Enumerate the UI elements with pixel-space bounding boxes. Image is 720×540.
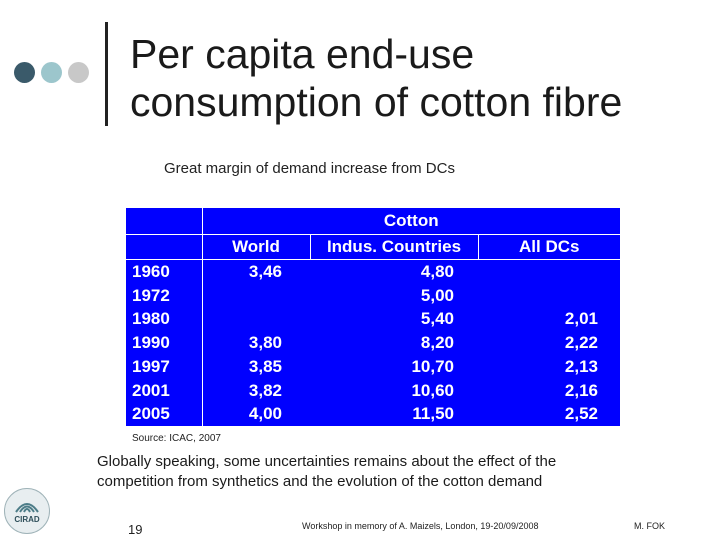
indus-cell: 10,70 [411, 356, 454, 376]
slide-title: Per capita end-use consumption of cotton… [130, 30, 710, 126]
indus-cell: 8,20 [420, 333, 454, 353]
year-cell: 1980 [126, 307, 203, 332]
cirad-mark-icon [15, 503, 39, 513]
logo-text: CIRAD [14, 515, 40, 524]
table-corner-cell [126, 208, 203, 235]
title-divider [105, 22, 108, 126]
year-cell: 1972 [126, 283, 203, 308]
footer-text: Workshop in memory of A. Maizels, London… [302, 521, 539, 531]
dark-dot-icon [14, 62, 35, 83]
world-cell: 4,00 [248, 404, 282, 424]
dcs-cell: 2,16 [564, 380, 598, 400]
year-cell: 2001 [126, 378, 203, 403]
table-row: 1960 3,46 4,80 [126, 259, 620, 284]
author-text: M. FOK [634, 521, 665, 531]
column-header-indus: Indus. Countries [310, 234, 479, 260]
world-cell: 3,46 [248, 262, 282, 281]
title-line-1: Per capita end-use [130, 31, 475, 77]
world-cell: 3,85 [248, 356, 282, 376]
body-line-2: competition from synthetics and the evol… [97, 473, 543, 490]
source-note: Source: ICAC, 2007 [132, 433, 221, 444]
year-cell: 1997 [126, 354, 203, 379]
decorative-dots [14, 62, 89, 86]
table-row: 1990 3,80 8,20 2,22 [126, 331, 620, 355]
table-row: 2001 3,82 10,60 2,16 [126, 378, 620, 403]
dcs-cell: 2,52 [564, 404, 598, 424]
dcs-cell: 2,01 [564, 309, 598, 329]
world-cell: 3,82 [248, 380, 282, 400]
table-row: 1972 5,00 [126, 283, 620, 308]
indus-cell: 4,80 [420, 262, 454, 281]
indus-cell: 5,00 [420, 285, 454, 305]
column-header-dcs: All DCs [478, 234, 620, 260]
indus-cell: 5,40 [420, 309, 454, 329]
dcs-cell: 2,13 [564, 356, 598, 376]
consumption-table: Cotton World Indus. Countries All DCs 19… [126, 208, 620, 426]
slide-subtitle: Great margin of demand increase from DCs [164, 160, 455, 177]
dcs-cell [478, 284, 620, 308]
table-corner-cell-2 [126, 234, 203, 260]
table-row: 1980 5,40 2,01 [126, 307, 620, 332]
title-line-2: consumption of cotton fibre [130, 79, 623, 125]
body-text: Globally speaking, some uncertainties re… [97, 452, 697, 492]
group-header-cotton: Cotton [202, 208, 620, 235]
cirad-logo: CIRAD [4, 488, 50, 534]
table-row: 1997 3,85 10,70 2,13 [126, 354, 620, 379]
world-cell [202, 284, 310, 308]
world-cell [202, 307, 310, 331]
dcs-cell: 2,22 [564, 333, 598, 353]
teal-dot-icon [41, 62, 62, 83]
body-line-1: Globally speaking, some uncertainties re… [97, 453, 557, 470]
year-cell: 1990 [126, 331, 203, 355]
grey-dot-icon [68, 62, 89, 83]
indus-cell: 11,50 [412, 404, 454, 424]
dcs-cell [478, 260, 620, 284]
page-number: 19 [128, 522, 143, 537]
world-cell: 3,80 [248, 333, 282, 353]
year-cell: 2005 [126, 402, 203, 426]
year-cell: 1960 [126, 259, 203, 284]
indus-cell: 10,60 [411, 380, 454, 400]
table-row: 2005 4,00 11,50 2,52 [126, 402, 620, 426]
column-header-world: World [202, 234, 311, 260]
